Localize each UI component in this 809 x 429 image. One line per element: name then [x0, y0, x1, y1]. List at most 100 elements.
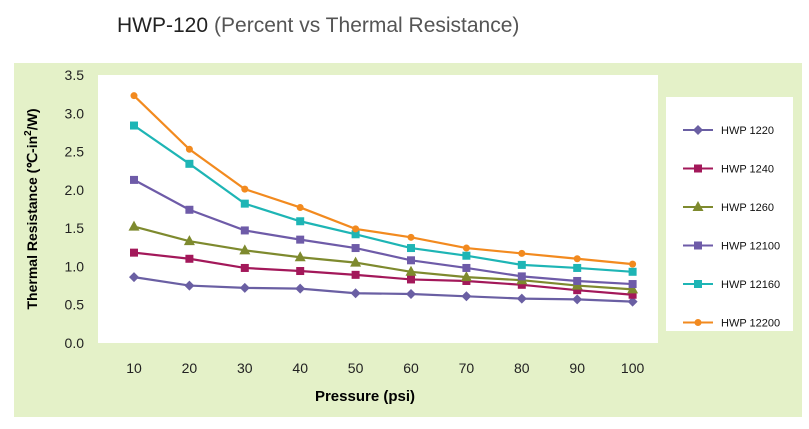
legend-box	[666, 97, 793, 331]
data-point-marker	[239, 282, 250, 293]
data-point-marker	[573, 255, 581, 263]
data-point-marker	[693, 125, 703, 135]
y-tick-label: 0.5	[65, 297, 85, 313]
series-line	[133, 178, 633, 286]
x-tick-label: 90	[569, 360, 585, 376]
x-axis-ticks: 10 20 30 40 50 60 70 80 90 100	[126, 360, 644, 376]
legend-label: HWP 12100	[721, 241, 780, 253]
data-point-marker	[517, 280, 526, 289]
data-point-marker	[185, 205, 194, 214]
data-point-marker	[351, 230, 360, 239]
data-point-marker	[407, 275, 415, 284]
data-point-marker	[517, 260, 526, 269]
y-axis-label-tail: /W)	[24, 109, 40, 131]
data-point-marker	[460, 271, 472, 282]
x-tick-label: 100	[621, 360, 645, 376]
legend-label: HWP 12160	[721, 279, 780, 291]
series-line	[133, 225, 633, 291]
data-point-marker	[185, 254, 194, 263]
y-axis-ticks: 0.0 0.5 1.0 1.5 2.0 2.5 3.0 3.5	[65, 67, 85, 351]
data-point-marker	[627, 283, 639, 294]
data-point-marker	[572, 294, 583, 305]
data-point-marker	[296, 267, 305, 276]
x-tick-label: 80	[514, 360, 530, 376]
data-point-marker	[240, 226, 249, 235]
y-tick-label: 2.5	[65, 144, 85, 160]
series-hwp-1260	[128, 220, 639, 294]
data-point-marker	[694, 319, 702, 326]
series-line	[133, 251, 633, 296]
series-hwp-12200	[130, 92, 637, 268]
data-point-marker	[407, 233, 415, 241]
legend-item: HWP 12200	[683, 318, 780, 330]
y-tick-label: 2.0	[65, 182, 85, 198]
y-tick-label: 1.0	[65, 258, 85, 274]
data-point-marker	[294, 251, 306, 262]
data-point-marker	[240, 199, 249, 208]
y-axis-label: Thermal Resistance (℃-in2/W)	[23, 109, 40, 310]
data-point-marker	[351, 270, 360, 279]
chart-title-main: HWP-120	[117, 14, 209, 37]
y-tick-label: 3.5	[65, 67, 85, 83]
data-point-marker	[130, 175, 138, 184]
legend-item: HWP 1220	[683, 125, 774, 137]
data-point-marker	[462, 251, 471, 260]
legend-item: HWP 12100	[683, 241, 780, 253]
x-tick-label: 20	[182, 360, 198, 376]
legend-label: HWP 1260	[721, 202, 774, 214]
data-point-marker	[462, 263, 471, 272]
x-tick-label: 60	[403, 360, 419, 376]
data-point-marker	[240, 263, 249, 272]
data-point-marker	[694, 164, 702, 173]
series-line	[133, 94, 633, 266]
data-point-marker	[184, 280, 195, 291]
data-point-marker	[406, 288, 416, 299]
data-point-marker	[296, 235, 305, 244]
legend-item: HWP 1240	[683, 164, 774, 176]
data-point-marker	[516, 293, 527, 304]
data-point-marker	[629, 260, 637, 268]
data-point-marker	[241, 185, 249, 193]
data-point-marker	[128, 220, 140, 231]
data-point-marker	[129, 272, 139, 283]
data-point-marker	[350, 288, 361, 299]
y-tick-label: 0.0	[65, 335, 85, 351]
series-line	[133, 276, 633, 303]
y-tick-label: 1.5	[65, 220, 85, 236]
data-point-marker	[185, 145, 193, 153]
x-tick-label: 10	[126, 360, 142, 376]
chart-title-sub: (Percent vs Thermal Resistance)	[214, 14, 520, 37]
data-point-marker	[183, 235, 195, 246]
data-point-marker	[627, 296, 638, 307]
data-point-marker	[130, 248, 138, 257]
data-point-marker	[130, 121, 138, 130]
data-point-marker	[462, 244, 470, 252]
data-point-marker	[694, 280, 702, 288]
data-point-marker	[573, 263, 582, 272]
data-point-marker	[351, 244, 360, 253]
y-axis-label-sup: 2	[23, 130, 34, 136]
x-tick-label: 30	[237, 360, 253, 376]
x-axis-label: Pressure (psi)	[315, 388, 415, 405]
legend: HWP 1220 HWP 1240 HWP 1260 HWP 12100 HWP 121…	[683, 125, 780, 330]
data-point-marker	[694, 241, 702, 250]
data-point-marker	[185, 159, 194, 168]
data-point-marker	[296, 217, 305, 226]
data-point-marker	[461, 291, 472, 302]
data-point-marker	[518, 249, 526, 257]
legend-label: HWP 1240	[721, 164, 774, 176]
data-point-marker	[239, 244, 251, 255]
x-tick-label: 40	[292, 360, 308, 376]
plot-area	[98, 75, 658, 343]
series-hwp-12100	[130, 175, 637, 289]
legend-label: HWP 1220	[721, 125, 774, 137]
y-axis-label-main: Thermal Resistance (℃-in	[24, 136, 40, 310]
legend-label: HWP 12200	[721, 318, 780, 330]
data-point-marker	[405, 265, 417, 276]
x-tick-label: 50	[348, 360, 364, 376]
series-layer	[128, 92, 639, 307]
data-point-marker	[573, 276, 582, 285]
legend-item: HWP 12160	[683, 279, 780, 291]
data-point-marker	[628, 267, 637, 276]
